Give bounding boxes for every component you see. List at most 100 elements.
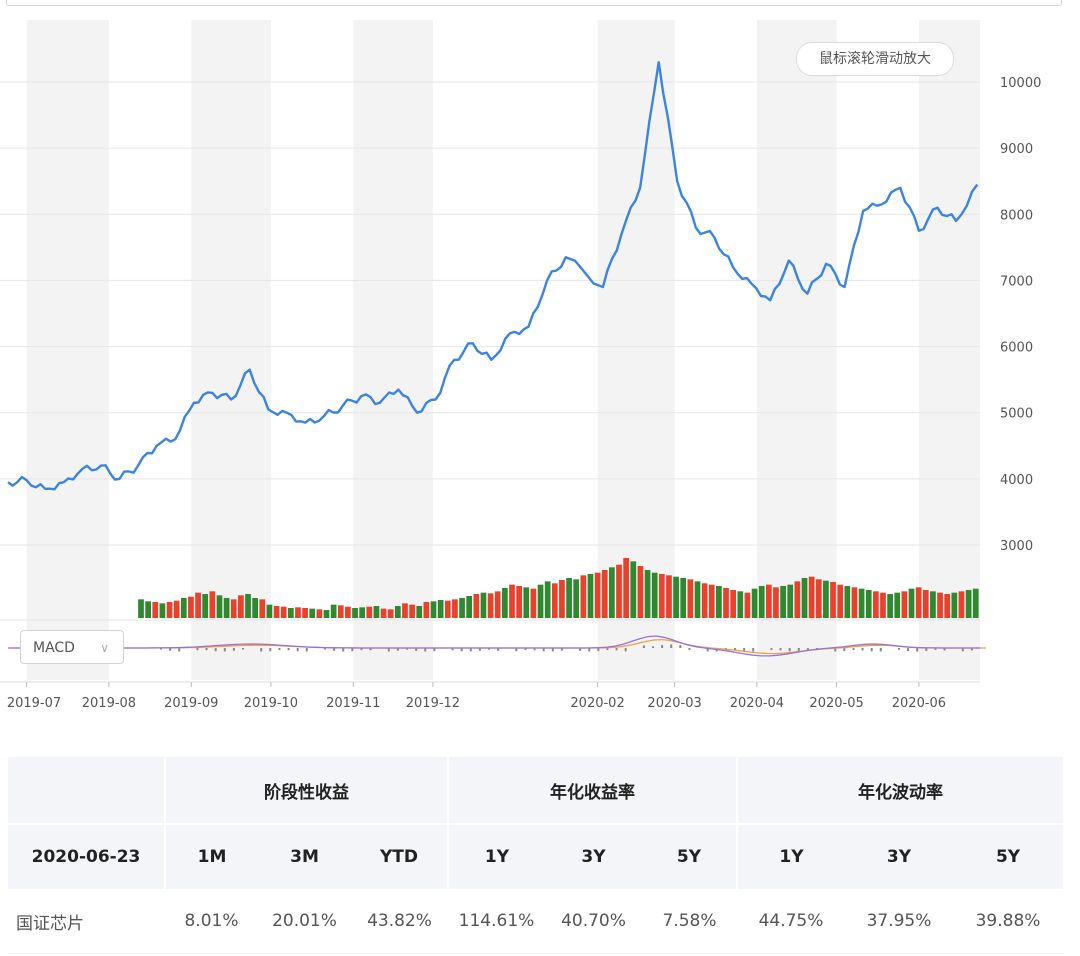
- volume-bar: [173, 600, 180, 618]
- volume-bar: [623, 558, 630, 618]
- volume-bar: [159, 603, 166, 618]
- macd-hist-bar: [734, 648, 736, 650]
- macd-hist-bar: [324, 648, 326, 650]
- volume-bar: [437, 600, 444, 618]
- volume-bar: [509, 584, 515, 618]
- volume-bar: [223, 598, 230, 618]
- volume-bar: [152, 602, 159, 618]
- macd-hist-bar: [916, 648, 919, 652]
- macd-hist-bar: [652, 646, 654, 648]
- table-cell: 20.01%: [258, 889, 351, 954]
- volume-bar: [708, 584, 715, 618]
- table-cell: 7.58%: [642, 889, 737, 954]
- volume-bar: [844, 586, 851, 618]
- macd-hist-bar: [770, 648, 773, 650]
- volume-bar: [609, 567, 615, 618]
- macd-hist-bar: [970, 648, 973, 651]
- macd-hist-bar: [624, 648, 627, 652]
- macd-hist-bar: [169, 648, 172, 651]
- volume-bar: [680, 578, 687, 618]
- chevron-down-icon: ∨: [100, 641, 109, 655]
- sub-header: 3Y: [545, 824, 642, 889]
- volume-bar: [559, 580, 565, 618]
- month-band: [26, 20, 109, 680]
- macd-hist-bar: [560, 648, 563, 651]
- price-series-line: [7, 61, 979, 491]
- volume-bar: [901, 591, 908, 618]
- macd-hist-bar: [752, 648, 755, 652]
- volume-bar: [758, 586, 765, 618]
- volume-bar: [494, 591, 501, 618]
- volume-bar: [444, 600, 451, 618]
- volume-bar: [230, 599, 237, 618]
- volume-bar: [501, 588, 508, 618]
- volume-bar: [280, 606, 287, 618]
- volume-bar: [872, 591, 879, 618]
- indicator-select[interactable]: MACD ∨: [20, 630, 124, 664]
- volume-bar: [359, 607, 366, 618]
- volume-bar: [373, 606, 380, 618]
- volume-bar: [780, 586, 786, 618]
- volume-bar: [815, 579, 822, 618]
- month-band: [191, 20, 271, 680]
- volume-bar: [915, 587, 922, 618]
- volume-bar: [673, 576, 679, 618]
- macd-hist-bar: [779, 648, 782, 651]
- price-chart[interactable]: 3000 4000 5000 6000 7000 8000 9000 10000 2019-0…: [0, 0, 1080, 720]
- volume-bar: [651, 572, 658, 618]
- grid-lines: [0, 81, 980, 683]
- macd-hist-bar: [433, 648, 436, 652]
- macd-hist-bar: [415, 648, 418, 651]
- macd-hist-bar: [688, 648, 691, 650]
- sub-header: YTD: [351, 824, 448, 889]
- volume-bar: [323, 610, 330, 618]
- x-axis: 2019-07 2019-08 2019-09 2019-10 2019-11 2019-…: [7, 682, 946, 711]
- x-tick-label: 2020-02: [570, 696, 624, 711]
- table-cell: 8.01%: [165, 889, 258, 954]
- volume-bar: [687, 579, 694, 618]
- sub-header: 1Y: [447, 824, 545, 889]
- y-tick-label: 10000: [1000, 76, 1041, 91]
- macd-hist-bar: [834, 648, 837, 652]
- x-tick-label: 2020-03: [647, 696, 701, 711]
- volume-bar: [723, 588, 729, 618]
- macd-hist-bar: [287, 648, 290, 651]
- volume-bar: [937, 592, 943, 618]
- volume-bar: [473, 594, 480, 618]
- y-tick-label: 4000: [1000, 473, 1033, 488]
- volume-bar: [637, 566, 644, 618]
- macd-hist-bar: [424, 648, 427, 652]
- top-input-bar[interactable]: [6, 0, 1062, 6]
- volume-bar: [694, 581, 701, 618]
- macd-hist-bar: [478, 648, 481, 651]
- volume-bar: [238, 595, 244, 618]
- volume-bar: [330, 604, 337, 618]
- volume-bar: [188, 596, 194, 618]
- volume-bar: [958, 591, 965, 618]
- volume-bar: [452, 599, 458, 618]
- volume-bar: [316, 609, 323, 618]
- volume-bar: [337, 605, 344, 618]
- zoom-hint: 鼠标滚轮滑动放大: [796, 42, 954, 76]
- x-tick-label: 2019-11: [326, 696, 380, 711]
- table-cell: 39.88%: [953, 889, 1064, 954]
- table-cell: 43.82%: [351, 889, 448, 954]
- macd-hist-bar: [342, 648, 345, 652]
- macd-hist-bar: [460, 648, 463, 652]
- macd-hist-bar: [160, 648, 162, 650]
- volume-bar: [644, 570, 651, 618]
- macd-hist-bar: [852, 648, 855, 650]
- macd-hist-bar: [579, 648, 582, 651]
- volume-bar: [887, 594, 893, 618]
- volume-bar: [922, 590, 929, 618]
- table-cell: 44.75%: [737, 889, 845, 954]
- macd-hist-bar: [797, 648, 800, 652]
- macd-hist-bar: [806, 648, 809, 651]
- macd-hist-bar: [223, 648, 226, 652]
- macd-hist-bar: [943, 648, 946, 651]
- date-label: 2020-06-23: [8, 824, 165, 889]
- macd-hist-bar: [387, 648, 390, 652]
- volume-bar: [701, 583, 708, 618]
- volume-bar: [416, 606, 423, 618]
- sub-header: 3M: [258, 824, 351, 889]
